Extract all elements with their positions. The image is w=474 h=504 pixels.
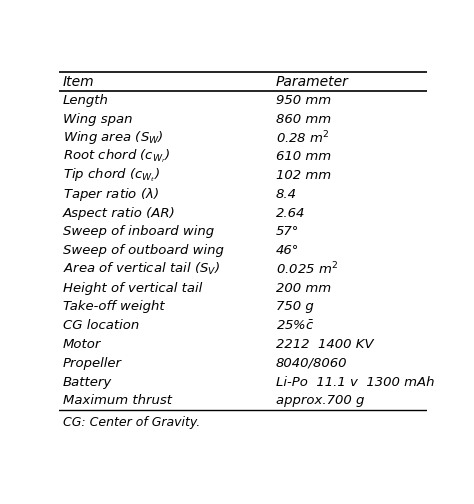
Text: Sweep of outboard wing: Sweep of outboard wing — [63, 244, 224, 257]
Text: 610 mm: 610 mm — [276, 150, 331, 163]
Text: Wing span: Wing span — [63, 112, 132, 125]
Text: 2.64: 2.64 — [276, 207, 305, 220]
Text: CG: Center of Gravity.: CG: Center of Gravity. — [63, 416, 200, 429]
Text: Motor: Motor — [63, 338, 101, 351]
Text: 750 g: 750 g — [276, 300, 314, 313]
Text: Propeller: Propeller — [63, 357, 122, 370]
Text: approx.700 g: approx.700 g — [276, 394, 365, 407]
Text: 102 mm: 102 mm — [276, 169, 331, 182]
Text: Aspect ratio (AR): Aspect ratio (AR) — [63, 207, 176, 220]
Text: Sweep of inboard wing: Sweep of inboard wing — [63, 225, 214, 238]
Text: 46°: 46° — [276, 244, 300, 257]
Text: Taper ratio ($\lambda$): Taper ratio ($\lambda$) — [63, 185, 159, 203]
Text: Root chord ($c_{W_r}$): Root chord ($c_{W_r}$) — [63, 148, 170, 165]
Text: Maximum thrust: Maximum thrust — [63, 394, 172, 407]
Text: Parameter: Parameter — [276, 75, 349, 89]
Text: Tip chord ($c_{W_t}$): Tip chord ($c_{W_t}$) — [63, 167, 160, 184]
Text: Li-Po  11.1 v  1300 mAh: Li-Po 11.1 v 1300 mAh — [276, 375, 435, 389]
Text: 0.28 m$^2$: 0.28 m$^2$ — [276, 130, 329, 146]
Text: 25%$\bar{c}$: 25%$\bar{c}$ — [276, 319, 315, 333]
Text: 950 mm: 950 mm — [276, 94, 331, 107]
Text: 8040/8060: 8040/8060 — [276, 357, 347, 370]
Text: 57°: 57° — [276, 225, 300, 238]
Text: Battery: Battery — [63, 375, 112, 389]
Text: Height of vertical tail: Height of vertical tail — [63, 282, 202, 295]
Text: 860 mm: 860 mm — [276, 112, 331, 125]
Text: Item: Item — [63, 75, 94, 89]
Text: 8.4: 8.4 — [276, 187, 297, 201]
Text: Wing area ($S_W$): Wing area ($S_W$) — [63, 130, 164, 146]
Text: Length: Length — [63, 94, 109, 107]
Text: 200 mm: 200 mm — [276, 282, 331, 295]
Text: CG location: CG location — [63, 319, 139, 332]
Text: Take-off weight: Take-off weight — [63, 300, 164, 313]
Text: Area of vertical tail ($S_V$): Area of vertical tail ($S_V$) — [63, 261, 220, 277]
Text: 2212  1400 KV: 2212 1400 KV — [276, 338, 374, 351]
Text: 0.025 m$^2$: 0.025 m$^2$ — [276, 261, 338, 278]
